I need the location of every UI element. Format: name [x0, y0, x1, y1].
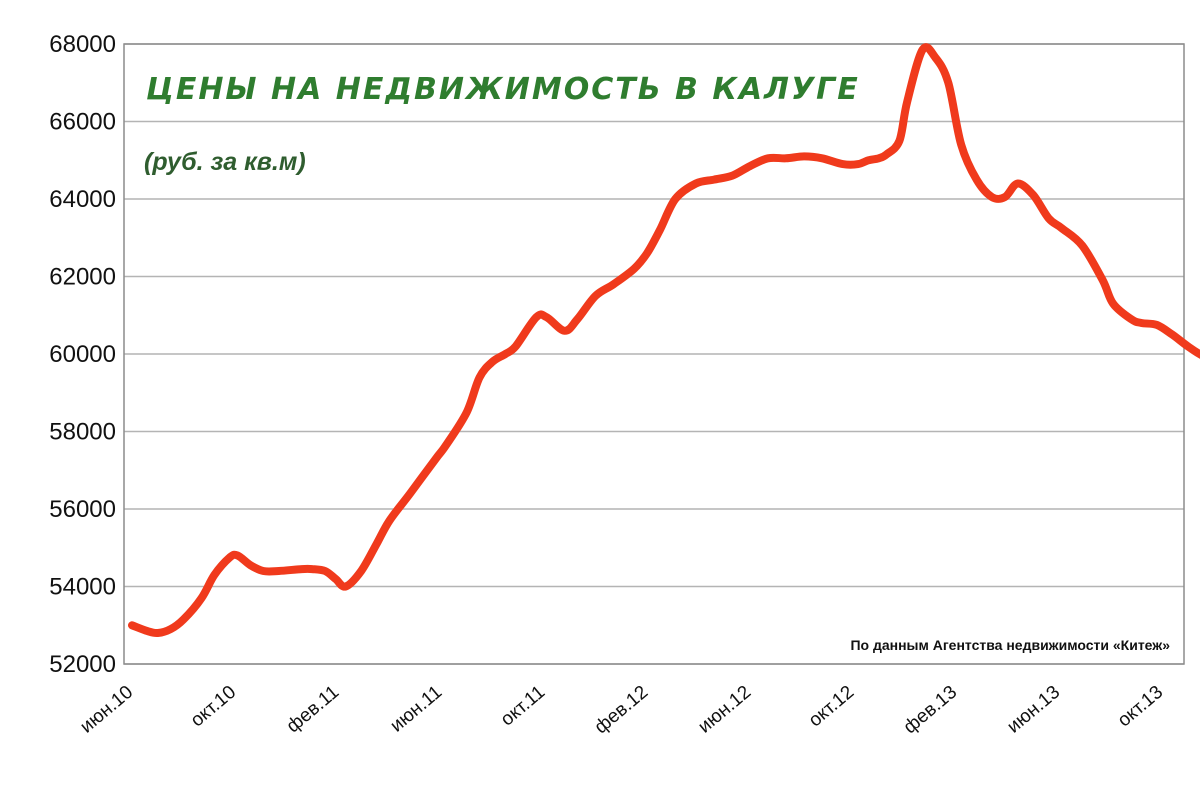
x-tick-label: фев.11 — [283, 682, 343, 737]
x-tick-label: окт.13 — [1114, 682, 1167, 732]
x-tick-label: окт.11 — [497, 682, 549, 731]
chart-title: ЦЕНЫ НА НЕДВИЖИМОСТЬ В КАЛУГЕ — [146, 72, 860, 107]
chart-subtitle: (руб. за кв.м) — [144, 148, 306, 176]
x-tick-label: фев.12 — [591, 682, 653, 738]
y-tick-label: 66000 — [49, 109, 116, 136]
x-tick-label: июн.10 — [76, 682, 137, 738]
x-tick-label: окт.10 — [187, 682, 240, 732]
x-axis-tick-labels: июн.10 окт.10 фев.11 июн.11 окт.11 фев.12 июн.… — [76, 682, 1167, 738]
x-tick-label: июн.13 — [1003, 682, 1064, 738]
y-tick-label: 60000 — [49, 341, 116, 368]
y-tick-label: 64000 — [49, 186, 116, 213]
y-tick-label: 58000 — [49, 419, 116, 446]
y-axis-tick-labels: 52000 54000 56000 58000 60000 62000 64000 66000… — [49, 31, 116, 678]
x-tick-label: окт.12 — [805, 682, 858, 732]
source-note: По данным Агентства недвижимости «Китеж» — [850, 637, 1170, 653]
plot-area-frame — [123, 43, 1185, 665]
y-tick-label: 62000 — [49, 264, 116, 291]
y-tick-label: 56000 — [49, 496, 116, 523]
x-tick-label: июн.12 — [694, 682, 755, 738]
x-tick-label: фев.13 — [900, 682, 962, 738]
price-series-line — [128, 43, 1200, 638]
y-tick-label: 68000 — [49, 31, 116, 58]
y-tick-label: 52000 — [49, 651, 116, 678]
x-tick-label: июн.11 — [386, 682, 446, 737]
y-tick-label: 54000 — [49, 574, 116, 601]
